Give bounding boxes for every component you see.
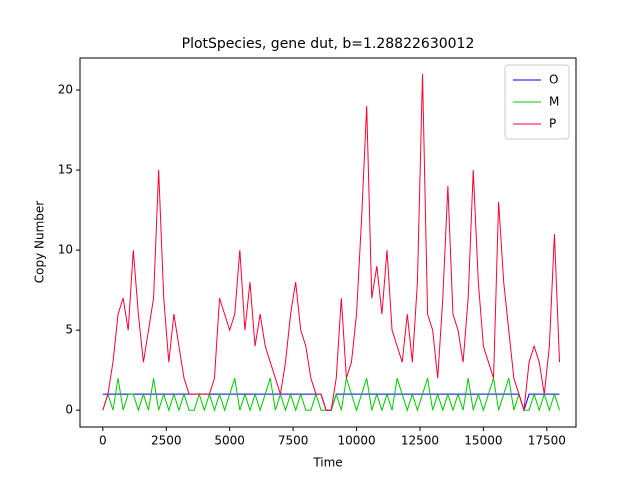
x-tick-label: 15000 bbox=[464, 434, 502, 448]
y-tick-label: 15 bbox=[58, 163, 73, 177]
y-tick-label: 20 bbox=[58, 83, 73, 97]
x-tick-label: 0 bbox=[99, 434, 107, 448]
x-axis-label: Time bbox=[312, 456, 342, 470]
y-tick-label: 5 bbox=[65, 323, 73, 337]
legend: OMP bbox=[504, 64, 570, 140]
legend-label: M bbox=[549, 95, 559, 109]
series-line bbox=[102, 73, 561, 411]
x-tick-label: 17500 bbox=[528, 434, 566, 448]
legend-label: O bbox=[549, 73, 558, 87]
plot-frame bbox=[79, 57, 577, 428]
x-tick-label: 10000 bbox=[337, 434, 375, 448]
x-tick-label: 5000 bbox=[214, 434, 245, 448]
x-tick-label: 7500 bbox=[278, 434, 309, 448]
y-axis-label: Copy Number bbox=[33, 201, 47, 284]
x-tick-label: 2500 bbox=[151, 434, 182, 448]
y-tick-label: 10 bbox=[58, 243, 73, 257]
x-tick-label: 12500 bbox=[401, 434, 439, 448]
y-tick-label: 0 bbox=[65, 403, 73, 417]
legend-label: P bbox=[549, 117, 556, 131]
chart-title: PlotSpecies, gene dut, b=1.28822630012 bbox=[182, 36, 475, 52]
